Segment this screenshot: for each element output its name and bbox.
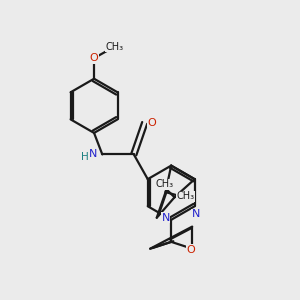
Text: H: H [81, 152, 89, 162]
Text: N: N [192, 209, 200, 220]
Text: CH₃: CH₃ [105, 42, 123, 52]
Text: N: N [179, 194, 188, 204]
Text: O: O [90, 53, 98, 63]
Text: N: N [89, 148, 98, 158]
Text: O: O [148, 118, 156, 128]
Text: N: N [161, 213, 170, 223]
Text: CH₃: CH₃ [176, 191, 194, 201]
Text: CH₃: CH₃ [155, 179, 173, 189]
Text: O: O [186, 244, 195, 255]
